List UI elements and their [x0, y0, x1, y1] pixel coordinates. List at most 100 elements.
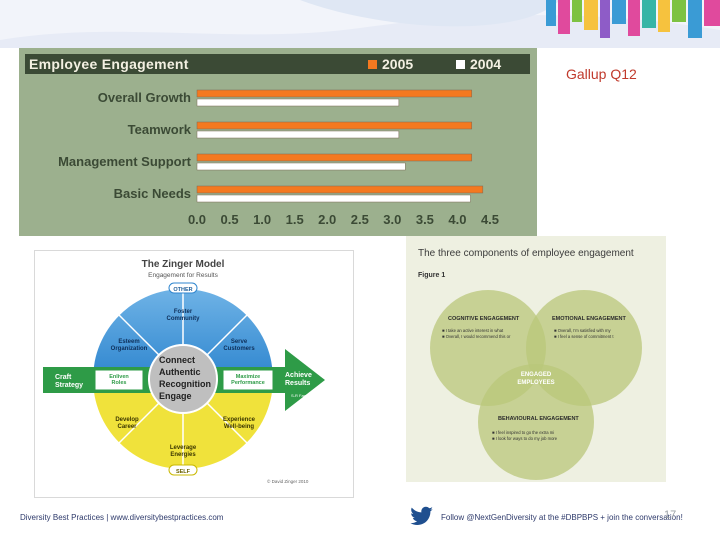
header-banner [0, 0, 720, 48]
segment-develop-career: Develop Career [115, 417, 139, 430]
x-tick-label: 2.0 [318, 212, 336, 227]
segment-serve-customers-line-1: Serve [231, 339, 248, 345]
x-tick-label: 0.5 [221, 212, 239, 227]
zinger-subtitle: Engagement for Results [148, 272, 218, 279]
center-line-1: Connect [159, 355, 195, 365]
craft-strategy-label-line-2: Strategy [55, 382, 83, 389]
footer-left-text: Diversity Best Practices | www.diversity… [20, 513, 224, 522]
segment-develop-career-line-2: Career [117, 424, 137, 430]
x-tick-label: 1.5 [286, 212, 304, 227]
twitter-bird-icon [410, 506, 433, 525]
zinger-title: The Zinger Model [142, 259, 225, 270]
bar-2005 [196, 185, 484, 194]
x-tick-label: 4.0 [448, 212, 466, 227]
achieve-results-label: Achieve Results [285, 372, 312, 387]
zinger-copyright: © David Zinger 2010 [267, 478, 309, 484]
segment-develop-career-line-1: Develop [115, 417, 139, 423]
segment-foster-community-line-2: Community [167, 316, 201, 322]
engagement-chart-panel: Employee Engagement 2005 2004 Overall Gr… [19, 48, 537, 236]
x-tick-label: 0.0 [188, 212, 206, 227]
venn-diagram: COGNITIVE ENGAGEMENT EMOTIONAL ENGAGEMEN… [430, 290, 642, 480]
category-label: Basic Needs [114, 186, 191, 201]
behavioural-bullets: ■ I feel inspired to go the extra mi ■ I … [492, 430, 558, 441]
engaged-employees-label: ENGAGED EMPLOYEES [517, 372, 554, 386]
emotional-heading: EMOTIONAL ENGAGEMENT [552, 316, 626, 322]
chart-header: Employee Engagement 2005 2004 [25, 54, 530, 74]
zinger-model-diagram: The Zinger Model Engagement for Results … [43, 259, 325, 484]
segment-experience-wellbeing-line-1: Experience [223, 417, 256, 423]
segment-enliven-roles: Enliven Roles [109, 374, 129, 386]
x-tick-label: 1.0 [253, 212, 271, 227]
bar-2004 [196, 194, 471, 203]
legend-label-2004: 2004 [470, 56, 502, 72]
craft-strategy-label: Craft Strategy [55, 374, 83, 389]
segment-experience-wellbeing-line-2: Well-being [224, 424, 255, 430]
segment-maximize-performance: Maximize Performance [231, 374, 265, 386]
engaged-employees-label-line-1: ENGAGED [521, 372, 552, 378]
zinger-arrow-head [285, 349, 325, 411]
bar-2005 [196, 89, 473, 98]
chart-title: Employee Engagement [29, 56, 189, 72]
zinger-model-panel: The Zinger Model Engagement for Results … [34, 250, 354, 498]
center-line-3: Recognition [159, 379, 211, 389]
three-components-title: The three components of employee engagem… [418, 248, 634, 259]
segment-foster-community: Foster Community [167, 309, 201, 322]
center-line-4: Engage [159, 391, 192, 401]
banner-graphic [0, 0, 720, 48]
gallup-q12-label: Gallup Q12 [566, 66, 637, 82]
segment-esteem-organization: Esteem Organization [111, 339, 148, 352]
bar-2004 [196, 98, 400, 107]
x-tick-label: 3.5 [416, 212, 434, 227]
segment-leverage-energies-line-1: Leverage [170, 445, 197, 451]
craft-strategy-sub: S-Rating [55, 395, 71, 400]
cognitive-bullets-line-2: ■ Overall, I would recommend this or [442, 334, 511, 339]
behavioural-bullets-line-1: ■ I feel inspired to go the extra mi [492, 430, 554, 435]
emotional-bullets: ■ Overall, I'm satisfied with my ■ I feel… [554, 328, 614, 339]
emotional-bullets-line-2: ■ I feel a sense of commitment t [554, 334, 614, 339]
segment-enliven-roles-line-2: Roles [112, 380, 127, 386]
craft-strategy-label-line-1: Craft [55, 374, 72, 381]
segment-esteem-organization-line-1: Esteem [118, 339, 139, 345]
engagement-bar-chart: Overall Growth Teamwork Management Support… [58, 89, 499, 227]
segment-leverage-energies-line-2: Energies [170, 452, 196, 458]
x-tick-label: 2.5 [351, 212, 369, 227]
achieve-results-label-line-1: Achieve [285, 372, 312, 379]
bar-2004 [196, 162, 406, 171]
category-label: Management Support [58, 154, 192, 169]
page-number: 17 [664, 509, 677, 521]
x-tick-label: 3.0 [383, 212, 401, 227]
segment-foster-community-line-1: Foster [174, 309, 193, 315]
legend-label-2005: 2005 [382, 56, 414, 72]
cognitive-bullets-line-1: ■ I take an active interest in what [442, 328, 504, 333]
center-line-2: Authentic [159, 367, 201, 377]
category-label: Overall Growth [98, 90, 191, 105]
achieve-results-label-line-2: Results [285, 380, 310, 387]
category-label: Teamwork [128, 122, 192, 137]
legend-swatch-2005 [368, 60, 377, 69]
segment-leverage-energies: Leverage Energies [170, 445, 197, 458]
segment-esteem-organization-line-2: Organization [111, 346, 148, 352]
behavioural-bullets-line-2: ■ I look for ways to do my job more [492, 436, 558, 441]
zinger-center-circle [148, 344, 218, 414]
segment-experience-wellbeing: Experience Well-being [223, 417, 256, 430]
footer-right-text: Follow @NextGenDiversity at the #DBPBPS … [441, 513, 683, 522]
zinger-self-label: SELF [176, 469, 191, 475]
emotional-bullets-line-1: ■ Overall, I'm satisfied with my [554, 328, 612, 333]
zinger-other-label: OTHER [173, 287, 192, 293]
segment-enliven-roles-line-1: Enliven [109, 374, 129, 380]
behavioural-heading: BEHAVIOURAL ENGAGEMENT [498, 416, 579, 422]
segment-maximize-performance-line-2: Performance [231, 380, 265, 386]
segment-maximize-performance-line-1: Maximize [236, 374, 260, 380]
cognitive-heading: COGNITIVE ENGAGEMENT [448, 316, 520, 322]
three-components-panel: The three components of employee engagem… [406, 236, 666, 482]
x-tick-label: 4.5 [481, 212, 499, 227]
figure-label: Figure 1 [418, 272, 446, 279]
behavioural-circle [478, 364, 594, 480]
achieve-results-sub: S-R Factor [291, 393, 311, 398]
bar-2005 [196, 153, 473, 162]
segment-serve-customers: Serve Customers [223, 339, 255, 352]
cognitive-bullets: ■ I take an active interest in what ■ Ov… [442, 328, 511, 339]
segment-serve-customers-line-2: Customers [223, 346, 255, 352]
bar-2005 [196, 121, 473, 130]
legend-swatch-2004 [456, 60, 465, 69]
